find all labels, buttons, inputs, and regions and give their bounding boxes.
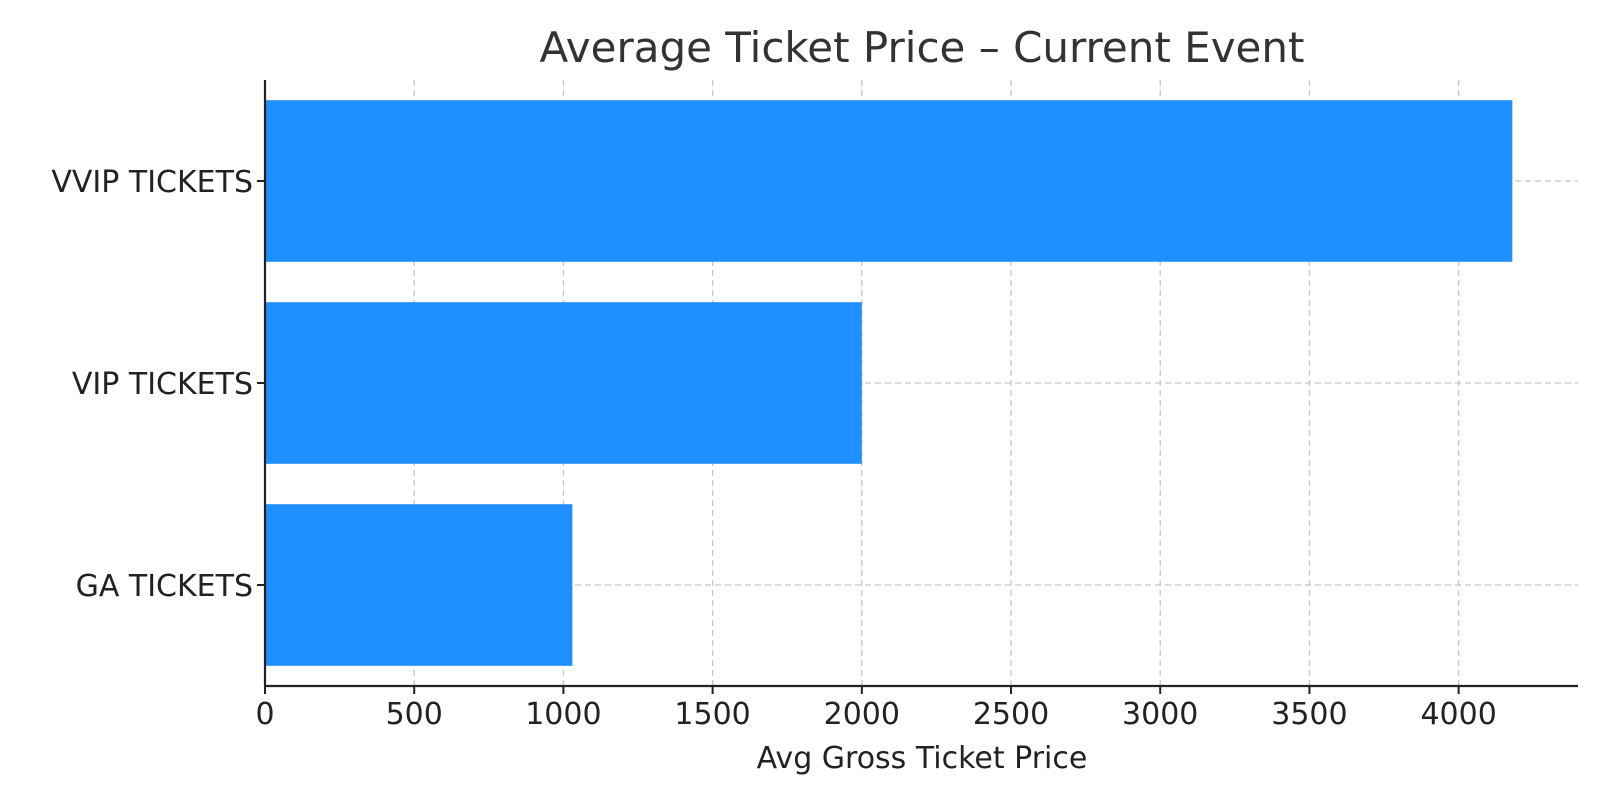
x-tick-label: 500 — [386, 697, 443, 732]
y-ticks: GA TICKETS VIP TICKETS VVIP TICKETS — [51, 165, 265, 604]
bar-vip-tickets — [265, 302, 862, 464]
y-tick-label: VVIP TICKETS — [51, 165, 253, 200]
bar-ga-tickets — [265, 504, 573, 666]
x-tick-label: 3500 — [1271, 697, 1347, 732]
x-tick-label: 1500 — [674, 697, 750, 732]
x-tick-label: 2000 — [824, 697, 900, 732]
chart-title: Average Ticket Price – Current Event — [539, 23, 1304, 72]
x-tick-label: 2500 — [973, 697, 1049, 732]
x-ticks: 0 500 1000 1500 2000 2500 3000 3500 4000 — [255, 686, 1497, 732]
y-tick-label: VIP TICKETS — [72, 367, 253, 402]
y-tick-label: GA TICKETS — [76, 569, 253, 604]
bar-vvip-tickets — [265, 100, 1513, 262]
x-tick-label: 0 — [255, 697, 274, 732]
bars — [265, 100, 1513, 666]
x-axis-label: Avg Gross Ticket Price — [757, 741, 1088, 776]
x-tick-label: 4000 — [1420, 697, 1496, 732]
x-tick-label: 3000 — [1122, 697, 1198, 732]
x-tick-label: 1000 — [525, 697, 601, 732]
